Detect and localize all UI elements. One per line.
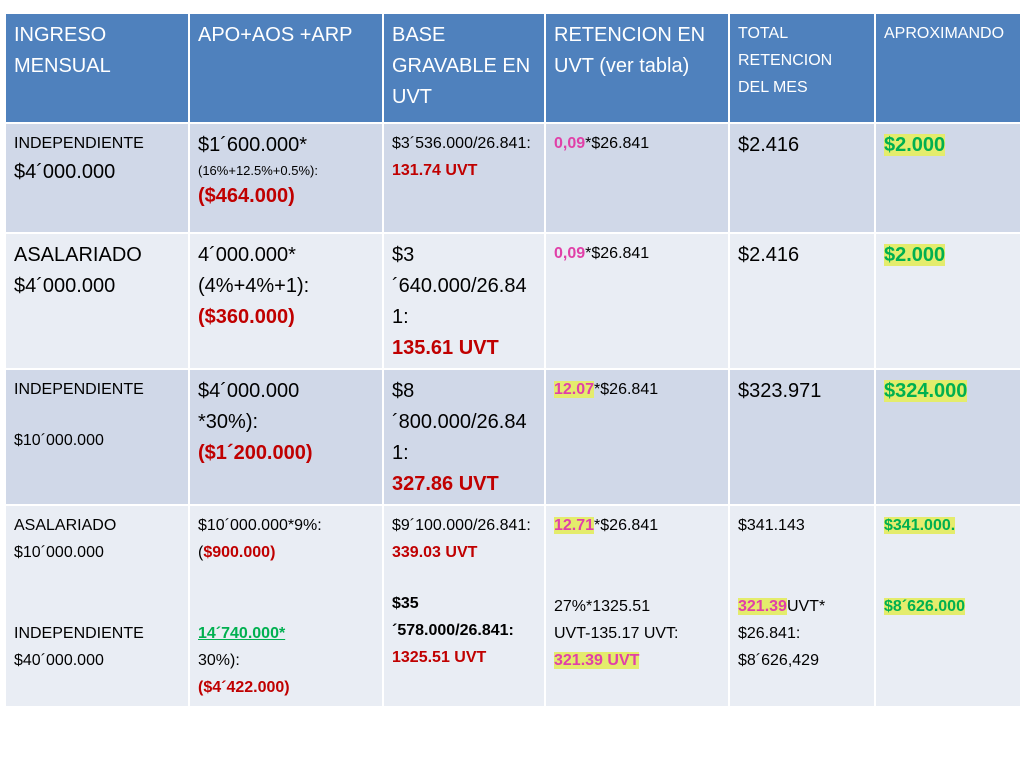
base-calc-b: $35´578.000/26.841:: [392, 595, 514, 639]
cell-total: $2.416: [728, 122, 876, 234]
base-result: 135.61 UVT: [392, 337, 499, 359]
base-result: 131.74 UVT: [392, 162, 478, 179]
cell-base: $9´100.000/26.841: 339.03 UVT $35´578.00…: [382, 504, 546, 708]
cell-total: $2.416: [728, 232, 876, 370]
aportes-formula-b: 14´740.000*: [198, 625, 286, 642]
base-calc: $3´640.000/26.841:: [392, 244, 527, 328]
cell-retencion: 0,09*$26.841: [544, 232, 730, 370]
base-calc: $9´100.000/26.841:: [392, 517, 531, 534]
aprox-value: $324.000: [884, 380, 968, 402]
total-value: $2.416: [738, 134, 800, 156]
header-base: BASE GRAVABLE EN UVT: [382, 12, 546, 124]
retencion-mult: *$26.841: [594, 381, 659, 398]
cell-aprox: $324.000: [874, 368, 1022, 506]
base-calc: $3´536.000/26.841:: [392, 135, 531, 152]
aportes-percent-b: 30%):: [198, 652, 240, 669]
aportes-result: ($360.000): [198, 306, 295, 328]
cell-aprox: $2.000: [874, 232, 1022, 370]
table-row: INDEPENDIENTE $10´000.000 $4´000.000 *30…: [4, 368, 1022, 506]
ingreso-tipo: ASALARIADO: [14, 244, 142, 266]
retencion-mult: *$26.841: [585, 135, 650, 152]
cell-ingreso: ASALARIADO $4´000.000: [4, 232, 190, 370]
aportes-formula: $4´000.000: [198, 380, 300, 402]
retencion-mult: *$26.841: [585, 245, 650, 262]
aportes-formula: $10´000.000*9%:: [198, 517, 322, 534]
cell-aportes: $10´000.000*9%: ($900.000) 14´740.000* 3…: [188, 504, 384, 708]
cell-aportes: $1´600.000* (16%+12.5%+0.5%): ($464.000): [188, 122, 384, 234]
aprox-value-b: $8´626.000: [884, 598, 965, 615]
header-aprox: APROXIMANDO: [874, 12, 1022, 124]
header-retencion: RETENCION EN UVT (ver tabla): [544, 12, 730, 124]
retencion-uvt: 0,09: [554, 245, 586, 262]
ingreso-valor-b: $40´000.000: [14, 652, 104, 669]
total-value: $323.971: [738, 380, 822, 402]
cell-base: $3´536.000/26.841: 131.74 UVT: [382, 122, 546, 234]
base-result: 327.86 UVT: [392, 473, 499, 495]
aportes-percent: (4%+4%+1):: [198, 275, 310, 297]
retention-table: INGRESO MENSUAL APO+AOS +ARP BASE GRAVAB…: [4, 12, 1022, 708]
ingreso-valor: $10´000.000: [14, 544, 104, 561]
retencion-uvt: 0,09: [554, 135, 586, 152]
cell-retencion: 12.71*$26.841 27%*1325.51 UVT-135.17 UVT…: [544, 504, 730, 708]
cell-ingreso: INDEPENDIENTE $4´000.000: [4, 122, 190, 234]
header-total: TOTAL RETENCION DEL MES: [728, 12, 876, 124]
aportes-result: ($464.000): [198, 185, 295, 207]
header-row: INGRESO MENSUAL APO+AOS +ARP BASE GRAVAB…: [4, 12, 1022, 124]
cell-base: $8´800.000/26.841: 327.86 UVT: [382, 368, 546, 506]
aprox-value: $2.000: [884, 134, 946, 156]
ingreso-tipo: INDEPENDIENTE: [14, 381, 144, 398]
ingreso-valor: $10´000.000: [14, 432, 104, 449]
cell-ingreso: ASALARIADO $10´000.000 INDEPENDIENTE $40…: [4, 504, 190, 708]
aportes-percent: *30%):: [198, 411, 259, 433]
retencion-mult: *$26.841: [594, 517, 659, 534]
total-value: $341.143: [738, 517, 805, 534]
base-result: 339.03 UVT: [392, 544, 478, 561]
total-rest-b: UVT*: [786, 598, 826, 615]
table-row: ASALARIADO $4´000.000 4´000.000* (4%+4%+…: [4, 232, 1022, 370]
table-row: ASALARIADO $10´000.000 INDEPENDIENTE $40…: [4, 504, 1022, 708]
header-ingreso: INGRESO MENSUAL: [4, 12, 190, 124]
cell-aportes: $4´000.000 *30%): ($1´200.000): [188, 368, 384, 506]
cell-retencion: 0,09*$26.841: [544, 122, 730, 234]
ingreso-valor: $4´000.000: [14, 275, 116, 297]
retencion-subtract-b: UVT-135.17 UVT:: [554, 625, 679, 642]
cell-total: $341.143 321.39UVT* $26.841: $8´626,429: [728, 504, 876, 708]
retencion-uvt: 12.07: [554, 381, 595, 398]
ingreso-valor: $4´000.000: [14, 161, 116, 183]
ingreso-tipo-b: INDEPENDIENTE: [14, 625, 144, 642]
cell-aprox: $2.000: [874, 122, 1022, 234]
aprox-value: $341.000.: [884, 517, 956, 534]
cell-retencion: 12.07*$26.841: [544, 368, 730, 506]
total-value-b: $8´626,429: [738, 652, 819, 669]
base-calc: $8´800.000/26.841:: [392, 380, 527, 464]
retencion-uvt: 12.71: [554, 517, 595, 534]
aportes-result: ($1´200.000): [198, 442, 313, 464]
aportes-formula: 4´000.000*: [198, 244, 296, 266]
cell-ingreso: INDEPENDIENTE $10´000.000: [4, 368, 190, 506]
retencion-result-b: 321.39 UVT: [554, 652, 640, 669]
ingreso-tipo: INDEPENDIENTE: [14, 135, 144, 152]
table-row: INDEPENDIENTE $4´000.000 $1´600.000* (16…: [4, 122, 1022, 234]
total-uvt-b: 321.39: [738, 598, 787, 615]
aportes-result-b: ($4´422.000): [198, 679, 290, 696]
retencion-formula-b: 27%*1325.51: [554, 598, 651, 615]
total-mult-b: $26.841:: [738, 625, 801, 642]
aportes-open: (: [198, 544, 204, 561]
aportes-formula: $1´600.000*: [198, 134, 307, 156]
cell-total: $323.971: [728, 368, 876, 506]
base-result-b: 1325.51 UVT: [392, 649, 487, 666]
aportes-percent: (16%+12.5%+0.5%):: [198, 163, 318, 178]
cell-base: $3´640.000/26.841: 135.61 UVT: [382, 232, 546, 370]
total-value: $2.416: [738, 244, 800, 266]
aportes-result: $900.000): [203, 544, 276, 561]
header-aportes: APO+AOS +ARP: [188, 12, 384, 124]
cell-aportes: 4´000.000* (4%+4%+1): ($360.000): [188, 232, 384, 370]
ingreso-tipo: ASALARIADO: [14, 517, 117, 534]
cell-aprox: $341.000. $8´626.000: [874, 504, 1022, 708]
aprox-value: $2.000: [884, 244, 946, 266]
